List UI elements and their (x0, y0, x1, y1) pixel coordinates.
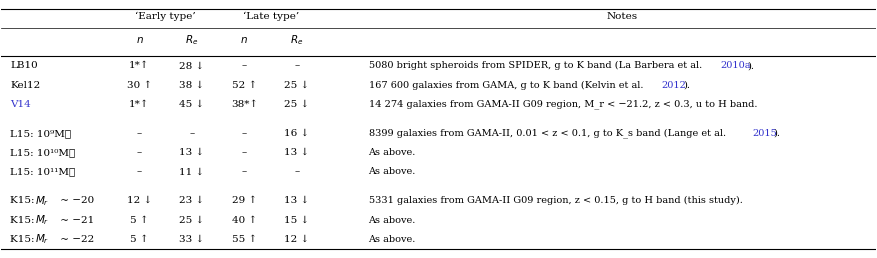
Text: ).: ). (774, 129, 781, 138)
Text: ).: ). (683, 81, 690, 90)
Text: $R_e$: $R_e$ (185, 33, 199, 47)
Text: Notes: Notes (607, 12, 638, 21)
Text: K15:: K15: (11, 215, 38, 224)
Text: L15: 10¹¹M☉: L15: 10¹¹M☉ (11, 167, 75, 176)
Text: –: – (295, 61, 300, 70)
Text: 14 274 galaxies from GAMA-II G09 region, M_r < −21.2, z < 0.3, u to H band.: 14 274 galaxies from GAMA-II G09 region,… (368, 100, 757, 109)
Text: $n$: $n$ (240, 35, 248, 45)
Text: 25 ↓: 25 ↓ (179, 215, 204, 224)
Text: $M_r$: $M_r$ (35, 194, 50, 208)
Text: 23 ↓: 23 ↓ (179, 196, 204, 205)
Text: 12 ↓: 12 ↓ (127, 196, 152, 205)
Text: V14: V14 (11, 100, 31, 109)
Text: 1*↑: 1*↑ (129, 61, 150, 70)
Text: 167 600 galaxies from GAMA, g to K band (Kelvin et al.: 167 600 galaxies from GAMA, g to K band … (368, 80, 646, 90)
Text: 45 ↓: 45 ↓ (179, 100, 204, 109)
Text: 38 ↓: 38 ↓ (179, 81, 204, 90)
Text: 16 ↓: 16 ↓ (284, 129, 310, 138)
Text: As above.: As above. (368, 235, 416, 244)
Text: $n$: $n$ (136, 35, 144, 45)
Text: –: – (242, 61, 247, 70)
Text: ‘Early type’: ‘Early type’ (135, 11, 196, 21)
Text: 40 ↑: 40 ↑ (232, 215, 257, 224)
Text: L15: 10⁹M☉: L15: 10⁹M☉ (11, 129, 71, 138)
Text: 1*↑: 1*↑ (129, 100, 150, 109)
Text: 28 ↓: 28 ↓ (179, 61, 204, 70)
Text: 13 ↓: 13 ↓ (284, 196, 310, 205)
Text: 33 ↓: 33 ↓ (179, 235, 204, 244)
Text: As above.: As above. (368, 167, 416, 176)
Text: Kel12: Kel12 (11, 81, 40, 90)
Text: $M_r$: $M_r$ (35, 232, 50, 246)
Text: 15 ↓: 15 ↓ (284, 215, 310, 224)
Text: –: – (137, 167, 142, 176)
Text: –: – (295, 167, 300, 176)
Text: 11 ↓: 11 ↓ (179, 167, 204, 176)
Text: 12 ↓: 12 ↓ (284, 235, 310, 244)
Text: 55 ↑: 55 ↑ (232, 235, 257, 244)
Text: L15: 10¹⁰M☉: L15: 10¹⁰M☉ (11, 148, 75, 157)
Text: 38*↑: 38*↑ (231, 100, 258, 109)
Text: ‘Late type’: ‘Late type’ (243, 11, 299, 21)
Text: As above.: As above. (368, 148, 416, 157)
Text: 5331 galaxies from GAMA-II G09 region, z < 0.15, g to H band (this study).: 5331 galaxies from GAMA-II G09 region, z… (368, 196, 743, 205)
Text: –: – (189, 129, 195, 138)
Text: $M_r$: $M_r$ (35, 213, 50, 227)
Text: –: – (242, 167, 247, 176)
Text: –: – (242, 129, 247, 138)
Text: 13 ↓: 13 ↓ (179, 148, 204, 157)
Text: –: – (242, 148, 247, 157)
Text: –: – (137, 148, 142, 157)
Text: 25 ↓: 25 ↓ (284, 100, 310, 109)
Text: ).: ). (747, 61, 754, 70)
Text: ~ −20: ~ −20 (57, 196, 95, 205)
Text: 25 ↓: 25 ↓ (284, 81, 310, 90)
Text: 5080 bright spheroids from SPIDER, g to K band (La Barbera et al.: 5080 bright spheroids from SPIDER, g to … (368, 61, 705, 70)
Text: 52 ↑: 52 ↑ (232, 81, 257, 90)
Text: K15:: K15: (11, 235, 38, 244)
Text: 2012: 2012 (662, 81, 687, 90)
Text: As above.: As above. (368, 215, 416, 224)
Text: 30 ↑: 30 ↑ (127, 81, 152, 90)
Text: 2010a: 2010a (720, 61, 751, 70)
Text: LB10: LB10 (11, 61, 38, 70)
Text: $R_e$: $R_e$ (290, 33, 303, 47)
Text: ~ −22: ~ −22 (57, 235, 95, 244)
Text: 8399 galaxies from GAMA-II, 0.01 < z < 0.1, g to K_s band (Lange et al.: 8399 galaxies from GAMA-II, 0.01 < z < 0… (368, 128, 729, 138)
Text: ~ −21: ~ −21 (57, 215, 95, 224)
Text: 5 ↑: 5 ↑ (130, 215, 149, 224)
Text: –: – (137, 129, 142, 138)
Text: 5 ↑: 5 ↑ (130, 235, 149, 244)
Text: 13 ↓: 13 ↓ (284, 148, 310, 157)
Text: K15:: K15: (11, 196, 38, 205)
Text: 29 ↑: 29 ↑ (232, 196, 257, 205)
Text: 2015: 2015 (752, 129, 777, 138)
